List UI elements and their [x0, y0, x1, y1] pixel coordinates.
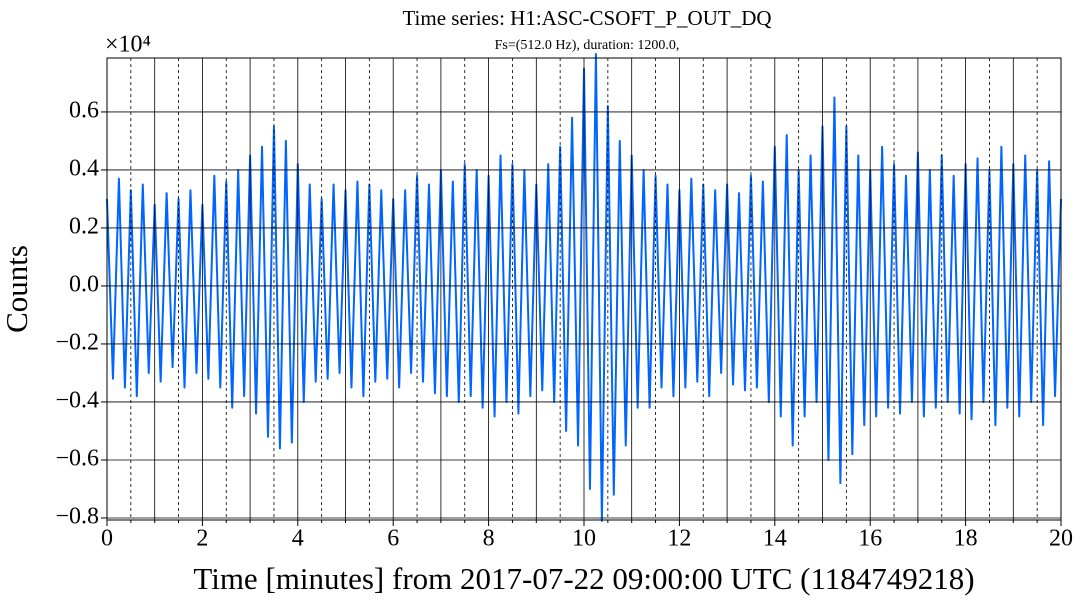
y-offset-label: ×10⁴ — [105, 32, 151, 58]
y-tick-label: 0.6 — [69, 97, 99, 123]
x-tick-label: 4 — [292, 526, 304, 552]
y-tick-label: 0.4 — [69, 155, 99, 181]
x-tick-label: 20 — [1049, 526, 1073, 552]
x-tick-label: 2 — [196, 526, 208, 552]
x-tick-label: 0 — [101, 526, 113, 552]
x-tick-label: 12 — [667, 526, 691, 552]
y-tick-label: −0.2 — [55, 329, 99, 355]
x-axis-label: Time [minutes] from 2017-07-22 09:00:00 … — [193, 561, 974, 596]
x-tick-label: 18 — [954, 526, 978, 552]
x-tick-label: 8 — [483, 526, 495, 552]
plot-frame — [106, 57, 1062, 521]
y-tick-label: 0.0 — [69, 271, 99, 297]
x-tick-label: 14 — [763, 526, 787, 552]
chart-subtitle: Fs=(512.0 Hz), duration: 1200.0, — [495, 38, 680, 53]
x-tick-label: 6 — [387, 526, 399, 552]
y-axis-label: Counts — [0, 245, 34, 333]
chart-title: Time series: H1:ASC-CSOFT_P_OUT_DQ — [402, 6, 771, 30]
x-tick-label: 10 — [572, 526, 596, 552]
y-tick-label: −0.4 — [55, 387, 99, 413]
y-tick-label: 0.2 — [69, 213, 99, 239]
y-tick-label: −0.8 — [55, 503, 99, 529]
y-tick-label: −0.6 — [55, 445, 99, 471]
x-tick-label: 16 — [858, 526, 882, 552]
